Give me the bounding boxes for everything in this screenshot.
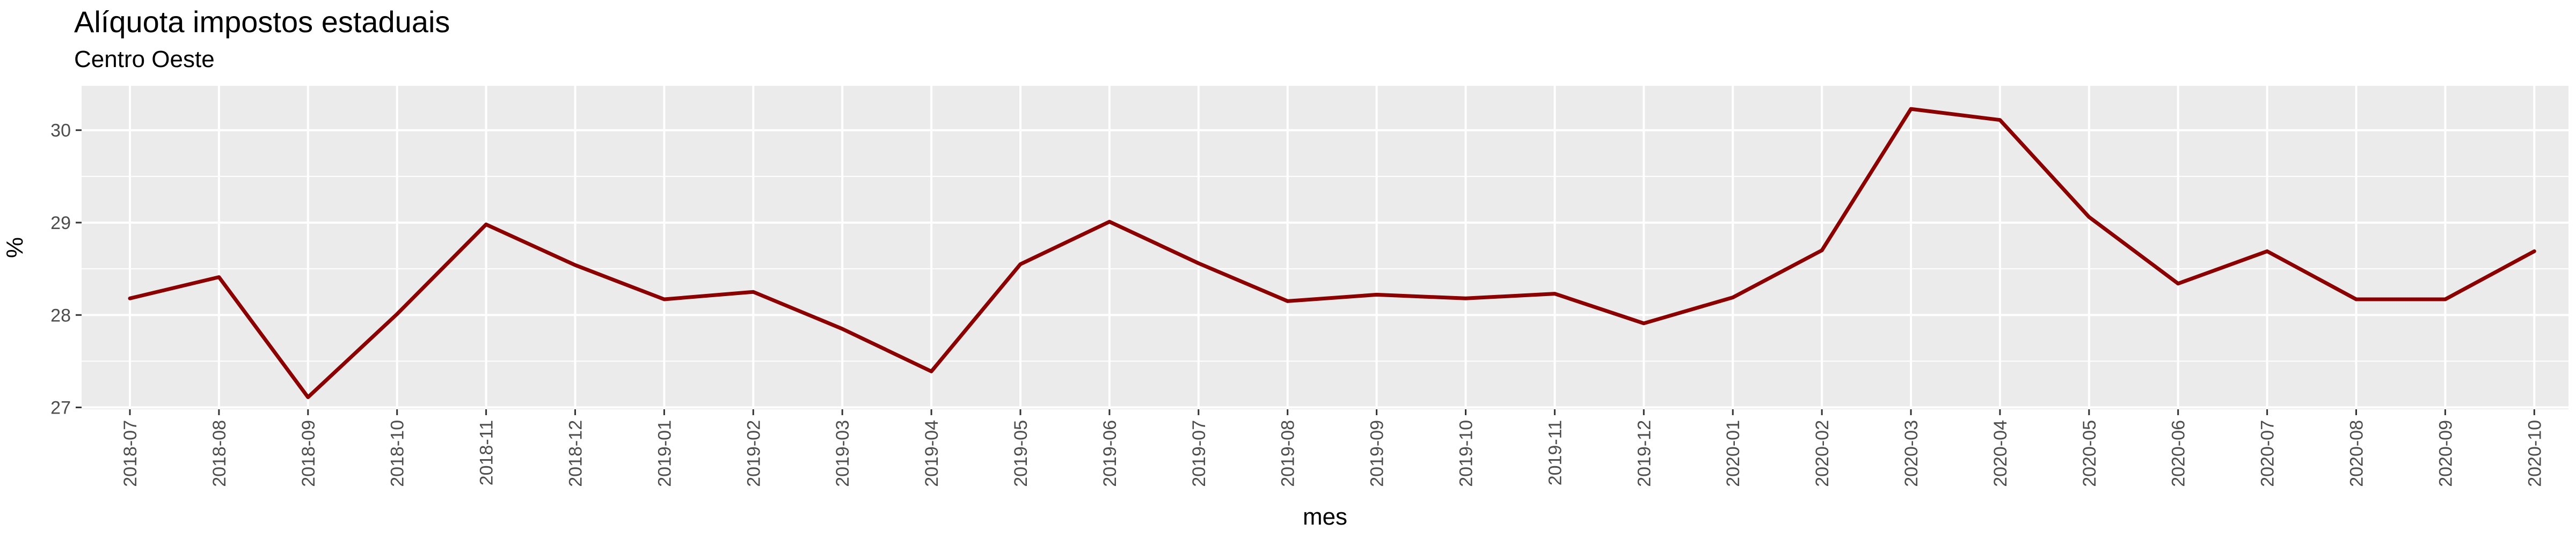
x-tick-label: 2020-03 <box>1901 420 1922 487</box>
x-tick-label: 2018-07 <box>120 420 141 487</box>
x-tick-label: 2018-10 <box>388 420 408 487</box>
x-tick-label: 2020-10 <box>2524 420 2545 487</box>
x-tick-label: 2020-01 <box>1723 420 1743 487</box>
x-tick-label: 2020-07 <box>2258 420 2278 487</box>
x-tick-label: 2019-06 <box>1100 420 1120 487</box>
y-tick-label: 28 <box>50 305 71 326</box>
major-gridlines <box>82 86 2568 409</box>
y-axis-title: % <box>2 237 28 258</box>
x-tick-label: 2020-08 <box>2347 420 2367 487</box>
x-tick-label: 2019-11 <box>1545 420 1565 485</box>
x-tick-label: 2020-04 <box>1990 420 2011 487</box>
x-tick-label: 2018-11 <box>477 420 497 485</box>
x-tick-label: 2020-05 <box>2079 420 2100 487</box>
chart-subtitle: Centro Oeste <box>74 46 215 72</box>
y-tick-labels: 27 28 29 30 <box>50 121 71 418</box>
chart-title: Alíquota impostos estaduais <box>74 5 450 39</box>
x-tick-label: 2019-04 <box>922 420 942 487</box>
x-tick-label: 2018-09 <box>298 420 319 487</box>
x-tick-label: 2019-09 <box>1367 420 1388 487</box>
x-tick-label: 2019-12 <box>1634 420 1654 487</box>
plot-panel <box>82 86 2568 409</box>
x-tick-label: 2019-08 <box>1278 420 1298 487</box>
x-tick-label: 2019-05 <box>1011 420 1031 487</box>
y-tick-label: 29 <box>50 213 71 233</box>
minor-gridlines <box>82 175 2568 362</box>
axis-ticks <box>76 129 2535 415</box>
x-tick-label: 2018-12 <box>566 420 586 487</box>
x-tick-label: 2018-08 <box>209 420 230 487</box>
x-axis-title: mes <box>1303 504 1347 530</box>
x-tick-label: 2020-09 <box>2435 420 2456 487</box>
x-tick-label: 2019-07 <box>1189 420 1209 487</box>
x-tick-label: 2020-02 <box>1812 420 1833 487</box>
x-tick-label: 2019-01 <box>654 420 675 487</box>
x-tick-label: 2019-02 <box>743 420 764 487</box>
x-tick-label: 2019-10 <box>1456 420 1477 487</box>
y-tick-label: 27 <box>50 398 71 418</box>
x-tick-labels: 2018-07 2018-08 2018-09 2018-10 2018-11 2018-… <box>120 420 2545 487</box>
series-line <box>128 107 2536 400</box>
y-tick-label: 30 <box>50 121 71 141</box>
x-tick-label: 2020-06 <box>2169 420 2189 487</box>
x-tick-label: 2019-03 <box>833 420 853 487</box>
